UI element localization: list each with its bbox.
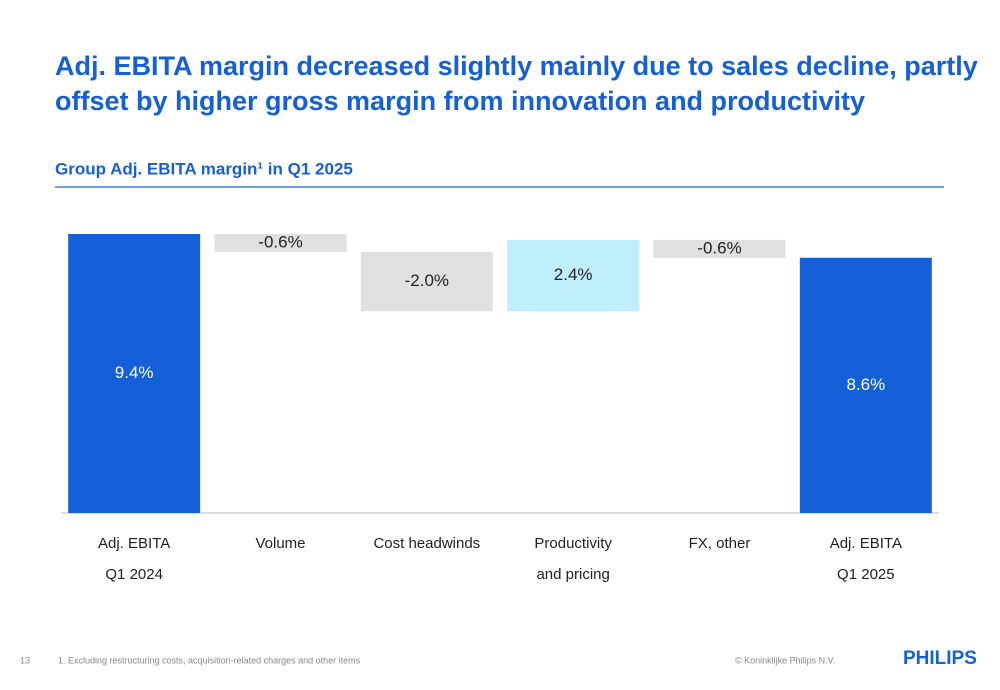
x-tick-label: Adj. EBITA bbox=[98, 535, 170, 552]
x-tick-label: Cost headwinds bbox=[373, 535, 480, 552]
copyright: © Koninklijke Philips N.V. bbox=[735, 655, 835, 665]
bar bbox=[68, 234, 201, 513]
logo: PHILIPS bbox=[903, 648, 977, 669]
value-label: 8.6% bbox=[846, 375, 885, 394]
bar bbox=[799, 257, 932, 513]
value-label: 2.4% bbox=[554, 265, 593, 284]
x-tick-label: Adj. EBITA bbox=[830, 535, 902, 552]
bar bbox=[360, 251, 493, 312]
x-tick-label: and pricing bbox=[536, 566, 609, 583]
value-label: 9.4% bbox=[115, 363, 154, 382]
bar bbox=[507, 239, 640, 312]
title-line: Adj. EBITA margin decreased slightly mai… bbox=[55, 51, 978, 81]
title-line: offset by higher gross margin from innov… bbox=[55, 86, 865, 116]
x-tick-label: FX, other bbox=[689, 535, 751, 552]
x-tick-label: Q1 2024 bbox=[105, 566, 163, 583]
value-label: -2.0% bbox=[405, 271, 449, 290]
bar bbox=[214, 234, 347, 252]
value-label: -0.6% bbox=[697, 238, 741, 257]
value-label: -0.6% bbox=[258, 232, 302, 251]
chart-subtitle: Group Adj. EBITA margin¹ in Q1 2025 bbox=[55, 159, 353, 178]
page-number: 13 bbox=[20, 655, 30, 665]
x-tick-label: Productivity bbox=[534, 535, 612, 552]
x-tick-label: Volume bbox=[255, 535, 305, 552]
footnote: 1. Excluding restructuring costs, acquis… bbox=[58, 655, 361, 665]
x-tick-label: Q1 2025 bbox=[837, 566, 895, 583]
bar bbox=[653, 239, 786, 258]
